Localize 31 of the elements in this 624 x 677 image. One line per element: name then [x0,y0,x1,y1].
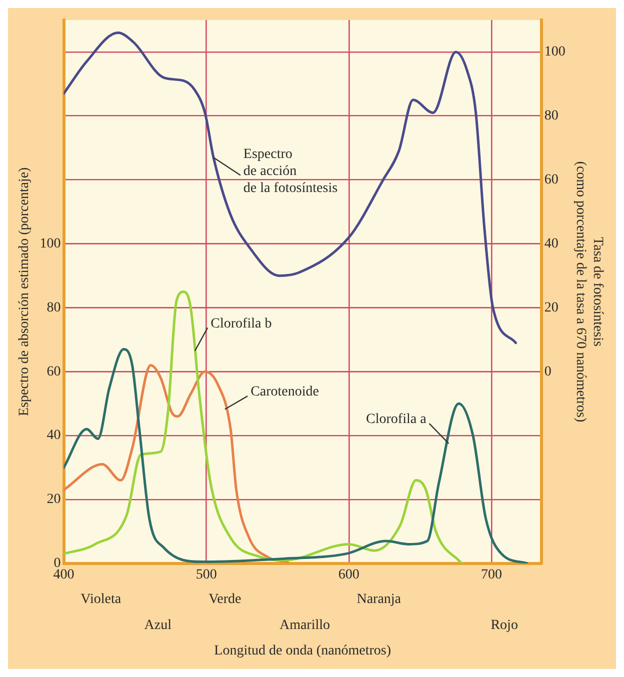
y2-axis-title: Tasa de fotosíntesis (como porcentaje de la tasa a 670 nanómetros) [573,161,605,422]
x-axis-title: Longitud de onda (nanómetros) [214,643,392,658]
series-label: Clorofila b [210,316,272,332]
y-tick-label: 20 [46,492,61,508]
text: Naranja [356,592,402,608]
y-tick-label: 100 [40,236,61,252]
y2-tick-label: 80 [544,108,558,124]
text: Rojo [490,618,518,634]
series-label: Espectro de acción de la fotosíntesis [243,146,338,196]
series-label: Carotenoide [250,384,319,400]
y2-tick-label: 20 [544,300,558,316]
y2-tick-label: 60 [544,172,558,188]
x-tick-label: 700 [481,567,502,582]
x-tick-label: 600 [338,567,360,582]
y-tick-label: 80 [46,300,61,316]
line-series [64,348,528,564]
text: Azul [144,618,172,634]
y-axis-title: Espectro de absorción estimado (porcentaje) [17,166,32,416]
y-tick-label: 40 [46,428,61,444]
line-series [64,32,517,344]
text: Verde [208,592,242,608]
text: Amarillo [279,618,330,634]
line-series [64,290,463,564]
text: Violeta [80,592,122,608]
x-tick-label: 400 [53,567,74,582]
series-label: Clorofila a [366,412,428,428]
y2-tick-label: 0 [544,364,552,380]
y2-tick-label: 100 [544,44,566,60]
x-tick-label: 500 [196,567,217,582]
y-tick-label: 60 [46,364,61,380]
y2-tick-label: 40 [544,236,558,252]
